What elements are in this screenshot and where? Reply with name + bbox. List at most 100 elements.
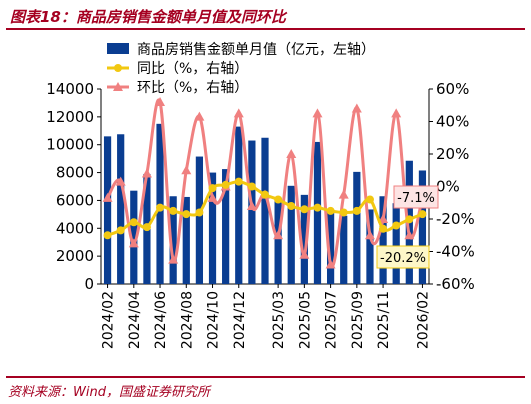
- sales-bar: [261, 137, 269, 284]
- legend-label-mom: 环比（%，右轴）: [137, 80, 248, 96]
- yoy-marker: [221, 180, 230, 189]
- y-left-tick-label: 6000: [56, 191, 94, 209]
- x-tick-label: 2025/05: [297, 291, 313, 349]
- mom-marker: [325, 259, 336, 269]
- yoy-marker: [392, 221, 401, 230]
- sales-bar: [379, 196, 387, 284]
- x-tick-label: 2024/08: [179, 291, 195, 349]
- legend-label-yoy: 同比（%，右轴）: [137, 61, 248, 77]
- sales-bar: [222, 169, 230, 284]
- yoy-marker: [208, 184, 217, 193]
- yoy-marker: [182, 210, 191, 219]
- y-right-tick-label: -20%: [436, 210, 475, 228]
- y-left-tick-label: 0: [84, 275, 94, 293]
- figure-caption: 图表18：商品房销售金额单月值及同环比: [10, 8, 286, 26]
- mom-marker: [102, 192, 113, 202]
- sales-bar: [313, 141, 322, 284]
- sales-bar: [274, 197, 282, 284]
- mom-marker: [155, 97, 166, 106]
- yoy-marker: [287, 202, 296, 210]
- y-left-tick-label: 8000: [56, 164, 94, 182]
- figure-caption-bar: 图表18：商品房销售金额单月值及同环比: [6, 4, 525, 30]
- mom-marker: [364, 230, 375, 240]
- sales-bar: [208, 172, 217, 284]
- x-tick-label: 2024/12: [232, 291, 248, 349]
- sales-bar: [326, 210, 335, 284]
- mom-marker: [141, 168, 152, 178]
- x-tick-label: 2025/03: [271, 291, 287, 349]
- mom-marker: [351, 103, 362, 113]
- mom-marker: [128, 238, 139, 248]
- mom-marker: [273, 230, 284, 240]
- x-tick-label: 2026/02: [415, 291, 431, 349]
- x-tick-label: 2024/02: [101, 291, 117, 349]
- x-tick-label: 2025/11: [376, 291, 392, 349]
- x-tick-label: 2025/07: [324, 291, 340, 349]
- sales-bar: [235, 126, 243, 284]
- sales-bar: [300, 194, 308, 284]
- mom-marker: [391, 108, 402, 118]
- y-right-tick-label: 0%: [436, 178, 460, 196]
- yoy-marker: [116, 226, 125, 235]
- yoy-marker: [261, 190, 269, 199]
- y-right-tick-label: -40%: [436, 243, 475, 261]
- yoy-marker: [352, 206, 361, 215]
- sales-bar: [248, 140, 256, 284]
- x-tick-label: 2025/09: [350, 291, 366, 349]
- source-note: 资料来源：Wind，国盛证券研究所: [8, 385, 210, 400]
- x-tick-label: 2024/10: [206, 291, 222, 349]
- legend-marker-mom: [113, 82, 123, 91]
- mom-marker: [286, 149, 297, 158]
- yoy-marker: [339, 208, 348, 217]
- yoy-marker: [129, 218, 138, 227]
- sales-bar: [287, 185, 295, 284]
- sales-bar: [353, 171, 361, 284]
- y-left-tick-label: 12000: [46, 108, 94, 126]
- chart-annotations: -7.1% -20.2%: [376, 185, 439, 269]
- y-left-tick-label: 14000: [46, 80, 94, 98]
- mom-marker: [299, 249, 310, 259]
- y-left-tick-label: 10000: [46, 136, 94, 154]
- yoy-marker: [142, 223, 151, 232]
- y-right-tick-label: 40%: [436, 113, 469, 131]
- line-series: [102, 97, 428, 269]
- sales-bar: [130, 190, 138, 284]
- yoy-marker: [156, 203, 165, 212]
- legend-swatch-bar: [107, 43, 129, 54]
- mom-marker: [207, 192, 218, 202]
- x-tick-label: 2024/04: [127, 291, 143, 349]
- mom-marker: [312, 108, 323, 118]
- y-right-tick-label: 20%: [436, 145, 469, 163]
- yoy-marker: [195, 208, 204, 217]
- yoy-marker: [300, 205, 309, 214]
- annotation-box-yoy: [376, 245, 430, 269]
- yoy-marker: [313, 203, 322, 212]
- mom-marker: [194, 111, 205, 121]
- yoy-marker: [326, 206, 335, 215]
- sales-bar: [103, 136, 112, 284]
- yoy-marker: [418, 210, 427, 219]
- mom-marker: [338, 189, 349, 199]
- sales-bar: [117, 134, 125, 284]
- y-left-tick-label: 2000: [56, 247, 94, 265]
- yoy-marker: [365, 195, 374, 204]
- sales-bar: [366, 209, 374, 284]
- yoy-marker: [169, 206, 178, 215]
- sales-bar: [169, 196, 177, 284]
- mom-marker: [246, 201, 257, 210]
- annotation-label-yoy: -20.2%: [380, 251, 426, 266]
- mom-marker: [233, 108, 244, 118]
- chart-legend: 商品房销售金额单月值（亿元，左轴） 同比（%，右轴） 环比（%，右轴）: [107, 42, 375, 96]
- annotation-box-mom: [393, 185, 439, 209]
- y-right-tick-label: -60%: [436, 275, 475, 293]
- annotation-label-mom: -7.1%: [397, 191, 435, 206]
- mom-marker: [115, 176, 126, 186]
- yoy-marker: [379, 224, 388, 233]
- footer-divider: [6, 376, 525, 378]
- mom-marker: [404, 230, 415, 240]
- mom-marker: [168, 254, 179, 264]
- sales-bar: [182, 196, 190, 284]
- sales-bar: [418, 170, 427, 284]
- x-tick-label: 2024/06: [153, 291, 169, 349]
